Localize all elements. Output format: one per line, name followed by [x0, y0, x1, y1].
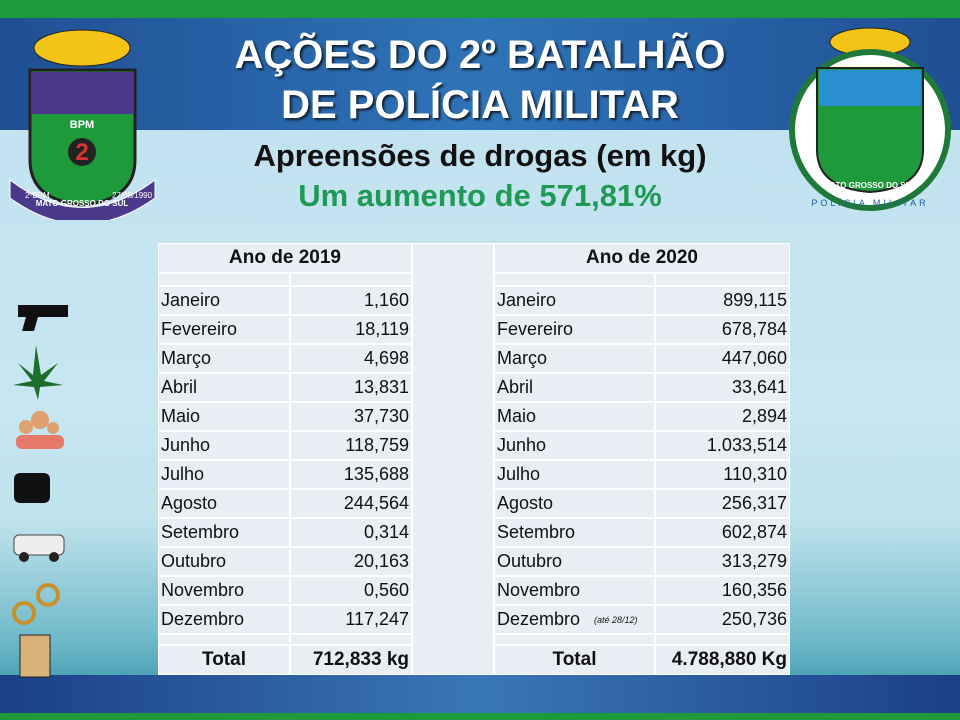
- value-cell: 1,160: [290, 286, 412, 315]
- logo-text: BPM: [70, 119, 94, 131]
- month-cell: Julho: [494, 460, 655, 489]
- value-cell: 1.033,514: [655, 431, 790, 460]
- title-line: AÇÕES DO 2º BATALHÃO: [234, 33, 726, 77]
- logo-text: POLÍCIA MILITAR: [811, 198, 928, 208]
- bottom-bar: [0, 713, 960, 720]
- logo-text: MATO GROSSO DO SUL: [824, 181, 917, 190]
- spacer: [655, 273, 790, 286]
- value-cell: 2,894: [655, 402, 790, 431]
- month-cell: Dezembro: [158, 605, 290, 634]
- month-cell: Março: [494, 344, 655, 373]
- month-cell: Julho: [158, 460, 290, 489]
- value-cell: 13,831: [290, 373, 412, 402]
- month-cell: Agosto: [494, 489, 655, 518]
- value-cell: 37,730: [290, 402, 412, 431]
- value-cell: 118,759: [290, 431, 412, 460]
- logo-text: MATO GROSSO DO SUL: [36, 199, 129, 208]
- month-cell: Maio: [158, 402, 290, 431]
- value-cell: 117,247: [290, 605, 412, 634]
- month-cell: Dezembro (até 28/12): [494, 605, 655, 634]
- total-label: Total: [494, 645, 655, 675]
- month-cell: Fevereiro: [158, 315, 290, 344]
- spacer: [290, 634, 412, 645]
- month-cell: Outubro: [494, 547, 655, 576]
- value-cell: 256,317: [655, 489, 790, 518]
- value-cell: 602,874: [655, 518, 790, 547]
- month-cell: Setembro: [494, 518, 655, 547]
- value-cell: 250,736: [655, 605, 790, 634]
- title: AÇÕES DO 2º BATALHÃO DE POLÍCIA MILITAR: [0, 30, 960, 130]
- month-cell: Agosto: [158, 489, 290, 518]
- value-cell: 135,688: [290, 460, 412, 489]
- month-cell: Março: [158, 344, 290, 373]
- value-cell: 244,564: [290, 489, 412, 518]
- month-cell: Janeiro: [158, 286, 290, 315]
- value-cell: 678,784: [655, 315, 790, 344]
- logo-text: 2ºBPM: [25, 191, 50, 200]
- spacer: [290, 273, 412, 286]
- icons: [12, 305, 68, 678]
- month-cell: Novembro: [158, 576, 290, 605]
- spacer: [655, 634, 790, 645]
- spacer: [158, 273, 290, 286]
- month-cell: Novembro: [494, 576, 655, 605]
- month-cell: Abril: [494, 373, 655, 402]
- total-label: Total: [158, 645, 290, 675]
- title-line: DE POLÍCIA MILITAR: [281, 83, 679, 127]
- value-cell: 33,641: [655, 373, 790, 402]
- left-logo: BPM 2 MATO GROSSO DO SUL 2ºBPM 27/08/199…: [9, 29, 156, 220]
- logo-text: 2: [75, 139, 88, 166]
- month-cell: Abril: [158, 373, 290, 402]
- month-cell: Setembro: [158, 518, 290, 547]
- value-cell: 447,060: [655, 344, 790, 373]
- month-cell: Fevereiro: [494, 315, 655, 344]
- subtitle: Apreensões de drogas (em kg): [253, 138, 707, 173]
- total-value: 712,833 kg: [290, 645, 412, 675]
- bottom-band: [0, 675, 960, 713]
- month-cell: Maio: [494, 402, 655, 431]
- value-cell: 0,560: [290, 576, 412, 605]
- value-cell: 160,356: [655, 576, 790, 605]
- value-cell: 18,119: [290, 315, 412, 344]
- note: (até 28/12): [594, 614, 638, 625]
- value-cell: 20,163: [290, 547, 412, 576]
- month-cell: Junho: [494, 431, 655, 460]
- total-value: 4.788,880 Kg: [655, 645, 790, 675]
- value-cell: 313,279: [655, 547, 790, 576]
- logo-text: 27/08/1990: [112, 191, 153, 200]
- value-cell: 0,314: [290, 518, 412, 547]
- year-heading: Ano de 2019: [158, 243, 412, 273]
- highlight: Um aumento de 571,81%: [298, 178, 662, 213]
- top-bar: [0, 0, 960, 18]
- spacer: [494, 634, 655, 645]
- value-cell: 899,115: [655, 286, 790, 315]
- value-cell: 4,698: [290, 344, 412, 373]
- gap-column: [412, 243, 494, 675]
- spacer: [158, 634, 290, 645]
- year-heading: Ano de 2020: [494, 243, 790, 273]
- value-cell: 110,310: [655, 460, 790, 489]
- month-cell: Outubro: [158, 547, 290, 576]
- month-cell: Janeiro: [494, 286, 655, 315]
- spacer: [494, 273, 655, 286]
- right-logo: MATO GROSSO DO SUL POLÍCIA MILITAR: [789, 27, 951, 211]
- month-cell: Junho: [158, 431, 290, 460]
